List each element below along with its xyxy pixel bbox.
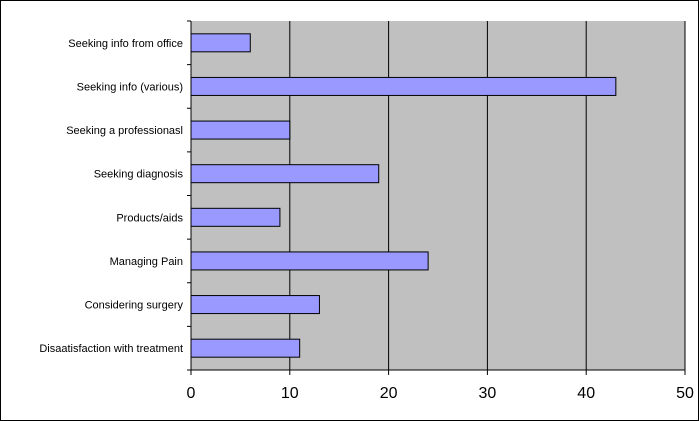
bar (190, 164, 380, 184)
category-label: Seeking info (various) (77, 81, 183, 93)
x-tick-label: 0 (187, 385, 196, 402)
x-tick-label: 20 (380, 385, 398, 402)
category-label: Seeking info from office (68, 38, 183, 50)
bar (190, 33, 251, 53)
category-label: Disaatisfaction with treatment (39, 343, 183, 355)
x-tick-label: 40 (577, 385, 595, 402)
x-tick-label: 50 (676, 385, 694, 402)
plot-area (191, 21, 685, 370)
x-tick-labels: 0 10 20 30 40 50 (187, 385, 694, 402)
y-axis-ticks (187, 20, 191, 371)
bar (190, 76, 617, 96)
category-label: Managing Pain (110, 256, 183, 268)
bar (190, 338, 301, 358)
category-labels: Seeking info from office Seeking info (va… (39, 38, 183, 355)
category-label: Products/aids (116, 212, 183, 224)
bar (190, 207, 281, 227)
bar (190, 251, 429, 271)
category-label: Considering surgery (85, 300, 184, 312)
x-tick-label: 10 (281, 385, 299, 402)
bar (190, 120, 291, 140)
category-label: Seeking diagnosis (94, 169, 184, 181)
bars (190, 33, 617, 358)
category-label: Seeking a professionasl (66, 125, 183, 137)
bar (190, 295, 320, 315)
x-axis-ticks (190, 370, 686, 375)
x-tick-label: 30 (479, 385, 497, 402)
